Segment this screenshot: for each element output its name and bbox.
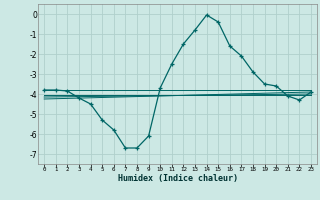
X-axis label: Humidex (Indice chaleur): Humidex (Indice chaleur) (118, 174, 238, 183)
